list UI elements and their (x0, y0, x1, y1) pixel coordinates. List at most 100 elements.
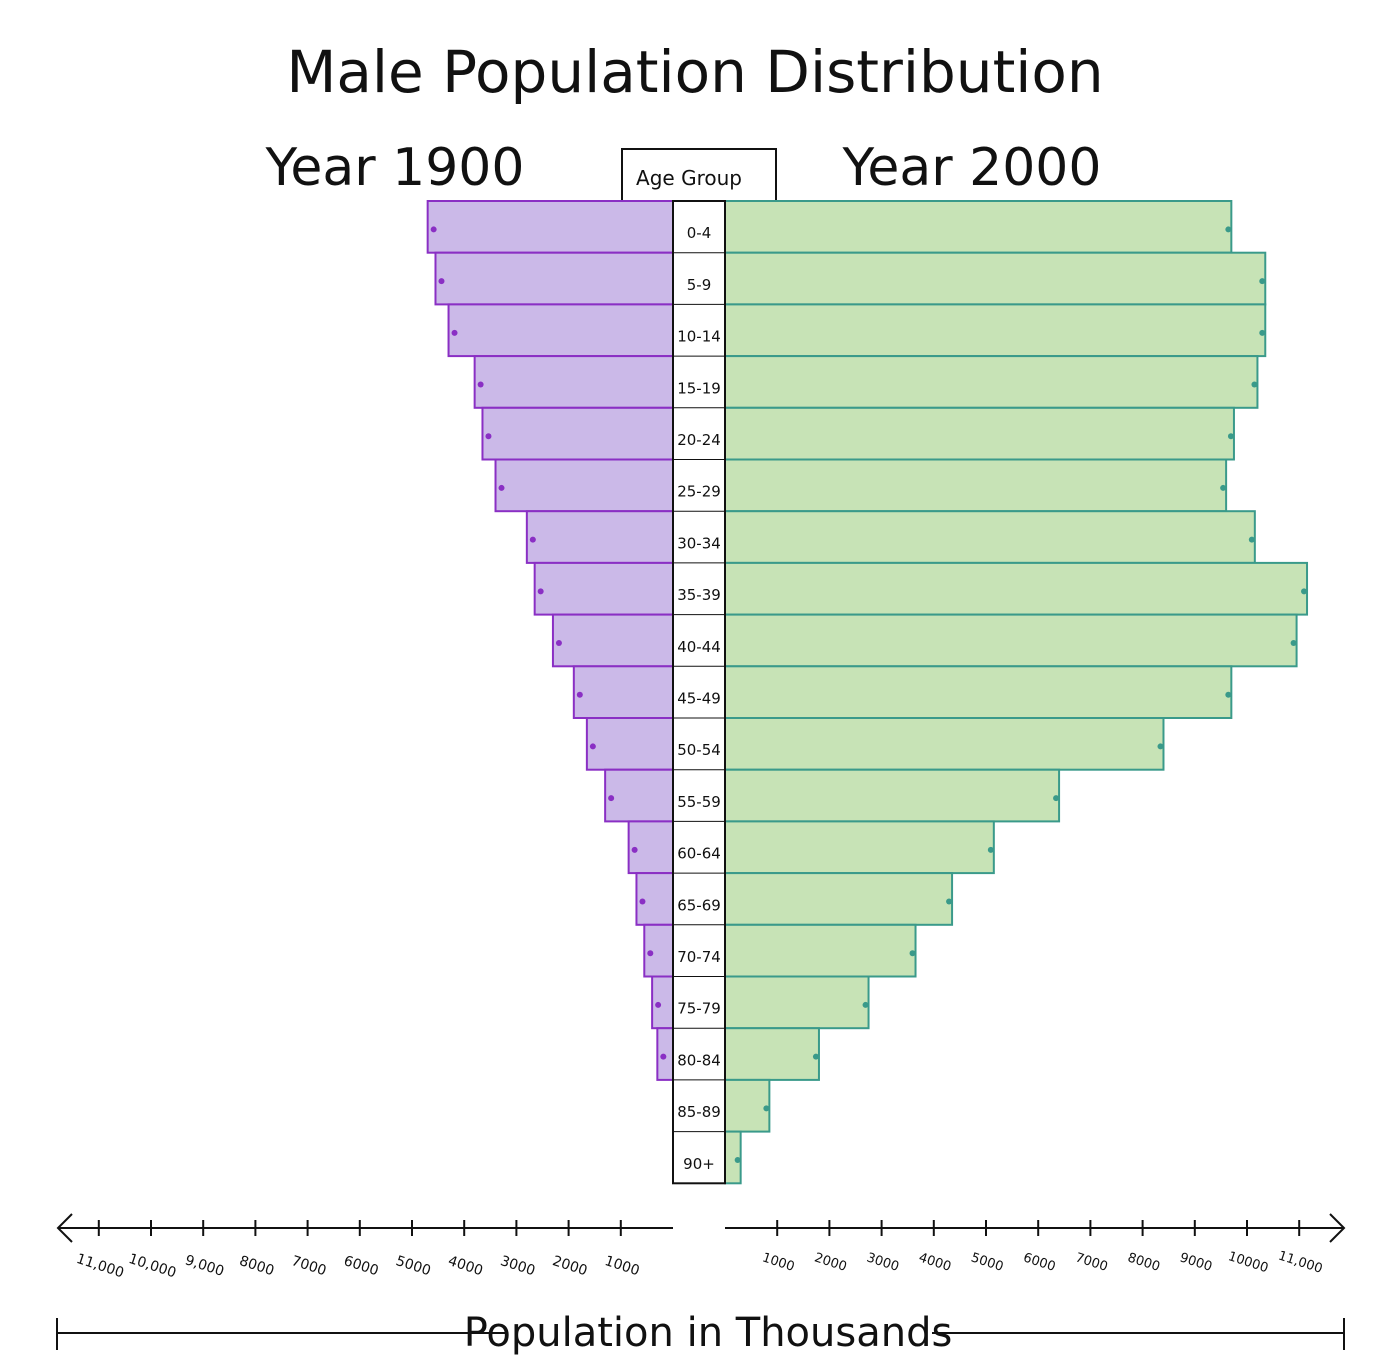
bar-1900-50-54 (585, 717, 674, 771)
point-2000-70-74 (909, 950, 916, 957)
bar-1900-75-79 (651, 975, 674, 1030)
point-2000-30-34 (1248, 536, 1255, 543)
point-2000-80-84 (812, 1053, 819, 1060)
right-bars (724, 200, 1309, 1185)
left-tick-label: 1000 (603, 1253, 642, 1279)
point-2000-45-49 (1225, 691, 1232, 698)
point-1900-20-24 (485, 433, 492, 440)
bar-2000-0-4 (724, 200, 1233, 254)
left-tick-label: 8000 (237, 1253, 276, 1279)
right-tick-label: 11,000 (1276, 1249, 1324, 1277)
bar-2000-70-74 (724, 923, 917, 978)
left-bars (426, 200, 675, 1081)
point-1900-40-44 (555, 640, 562, 647)
age-label-0-4: 0-4 (687, 224, 712, 242)
point-2000-40-44 (1290, 640, 1297, 647)
point-2000-20-24 (1227, 433, 1234, 440)
age-label-40-44: 40-44 (677, 638, 721, 656)
point-1900-80-84 (660, 1053, 667, 1060)
point-2000-5-9 (1259, 278, 1266, 285)
bar-1900-80-84 (656, 1027, 675, 1081)
point-2000-75-79 (862, 1001, 869, 1008)
point-2000-10-14 (1259, 329, 1266, 336)
left-tick-label: 10,000 (126, 1251, 178, 1281)
point-2000-90+ (734, 1157, 741, 1164)
point-2000-35-39 (1301, 588, 1308, 595)
right-tick-label: 8000 (1126, 1250, 1162, 1274)
age-label-45-49: 45-49 (677, 690, 721, 708)
age-label-70-74: 70-74 (677, 948, 721, 966)
right-tick-label: 6000 (1021, 1250, 1057, 1274)
left-tick-label: 11,000 (74, 1251, 126, 1281)
bar-2000-60-64 (724, 820, 995, 875)
right-tick-label: 1000 (760, 1250, 796, 1274)
bar-2000-85-89 (724, 1078, 771, 1133)
right-tick-label: 5000 (969, 1250, 1005, 1274)
age-label-65-69: 65-69 (677, 896, 721, 914)
age-label-5-9: 5-9 (687, 276, 712, 294)
point-1900-5-9 (438, 278, 445, 285)
bar-1900-45-49 (572, 665, 675, 719)
point-1900-0-4 (430, 226, 437, 233)
right-tick-label: 4000 (917, 1250, 953, 1274)
point-1900-60-64 (631, 846, 638, 853)
age-label-30-34: 30-34 (677, 534, 721, 552)
left-axis-arrow (56, 1213, 73, 1243)
left-tick-label: 2000 (550, 1253, 589, 1279)
point-2000-15-19 (1251, 381, 1258, 388)
point-1900-35-39 (537, 588, 544, 595)
age-group-header-box (621, 148, 777, 202)
bar-2000-55-59 (724, 768, 1061, 823)
age-label-25-29: 25-29 (677, 483, 721, 501)
bar-1900-55-59 (604, 768, 675, 823)
right-tick-label: 3000 (865, 1250, 901, 1274)
point-1900-65-69 (639, 898, 646, 905)
bar-1900-0-4 (426, 200, 674, 254)
bar-2000-65-69 (724, 872, 954, 926)
point-2000-25-29 (1220, 484, 1227, 491)
left-tick-label: 7000 (289, 1253, 328, 1279)
point-2000-60-64 (987, 846, 994, 853)
bar-2000-35-39 (724, 561, 1309, 616)
x-axes: 11,000 10,000 9,000 8000 7000 6000 5000 4000 300… (56, 1213, 1346, 1281)
point-2000-0-4 (1225, 226, 1232, 233)
point-2000-50-54 (1157, 743, 1164, 750)
age-label-85-89: 85-89 (677, 1103, 721, 1121)
bar-2000-10-14 (724, 303, 1267, 358)
right-tick-label: 2000 (812, 1250, 848, 1274)
point-1900-10-14 (451, 329, 458, 336)
point-2000-65-69 (946, 898, 953, 905)
right-year-header: Year 2000 (842, 138, 1102, 198)
right-axis-arrow (1329, 1213, 1346, 1243)
point-1900-45-49 (576, 691, 583, 698)
bar-2000-30-34 (724, 510, 1256, 564)
point-1900-75-79 (655, 1001, 662, 1008)
bar-2000-45-49 (724, 665, 1233, 719)
bar-2000-40-44 (724, 613, 1298, 668)
left-tick-label: 6000 (342, 1253, 381, 1279)
bar-1900-25-29 (494, 458, 674, 513)
right-tick-label: 10000 (1226, 1249, 1270, 1276)
left-tick-label: 4000 (446, 1253, 485, 1279)
point-1900-55-59 (608, 795, 615, 802)
x-axis-label: Population in Thousands (464, 1310, 953, 1356)
bar-1900-5-9 (434, 251, 674, 306)
left-year-header: Year 1900 (265, 138, 525, 198)
age-label-10-14: 10-14 (677, 328, 721, 346)
bar-1900-40-44 (551, 613, 674, 668)
bar-2000-5-9 (724, 251, 1267, 306)
point-1900-25-29 (498, 484, 505, 491)
age-label-80-84: 80-84 (677, 1051, 721, 1069)
right-tick-label: 7000 (1073, 1250, 1109, 1274)
point-1900-30-34 (529, 536, 536, 543)
left-tick-label: 9,000 (183, 1252, 226, 1280)
bar-2000-25-29 (724, 458, 1228, 513)
bar-1900-10-14 (447, 303, 675, 358)
bar-1900-30-34 (525, 510, 675, 564)
age-group-labels: 0-4 5-9 10-14 15-19 20-24 25-29 30-34 35-39 40-4… (672, 200, 726, 1185)
age-group-header: Age Group (636, 166, 742, 190)
point-2000-85-89 (763, 1105, 770, 1112)
chart-title: Male Population Distribution (286, 38, 1103, 106)
bar-1900-20-24 (481, 406, 674, 461)
